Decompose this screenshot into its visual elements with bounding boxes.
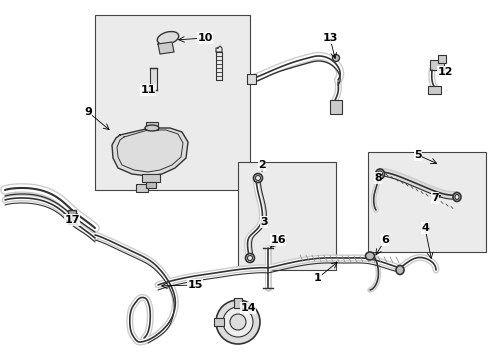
Ellipse shape <box>145 125 159 131</box>
Text: 4: 4 <box>420 223 428 233</box>
Polygon shape <box>112 128 187 176</box>
Text: 13: 13 <box>322 33 337 43</box>
Text: 2: 2 <box>258 160 265 170</box>
Text: 12: 12 <box>436 67 452 77</box>
Bar <box>329 100 341 114</box>
Text: 9: 9 <box>84 107 92 117</box>
Ellipse shape <box>452 193 460 202</box>
Bar <box>142 174 160 182</box>
Ellipse shape <box>247 256 252 261</box>
Circle shape <box>229 314 245 330</box>
Text: 17: 17 <box>64 215 80 225</box>
Bar <box>146 122 158 130</box>
Text: 8: 8 <box>373 173 381 183</box>
Bar <box>246 74 256 84</box>
Bar <box>150 68 157 90</box>
Bar <box>234 298 242 308</box>
Bar <box>367 152 485 252</box>
Bar <box>214 318 224 326</box>
Text: 5: 5 <box>413 150 421 160</box>
Text: 1: 1 <box>313 273 321 283</box>
Ellipse shape <box>365 252 374 260</box>
Text: 11: 11 <box>140 85 156 95</box>
Ellipse shape <box>253 174 262 183</box>
Bar <box>238 162 335 270</box>
Ellipse shape <box>255 176 260 180</box>
Ellipse shape <box>157 32 179 44</box>
Ellipse shape <box>395 266 403 274</box>
Text: 16: 16 <box>270 235 285 245</box>
Text: 15: 15 <box>187 280 202 290</box>
Ellipse shape <box>375 169 384 179</box>
Ellipse shape <box>454 194 458 199</box>
Bar <box>146 182 156 188</box>
Text: 14: 14 <box>240 303 255 313</box>
Text: 10: 10 <box>197 33 212 43</box>
Ellipse shape <box>245 253 254 262</box>
Polygon shape <box>158 42 174 54</box>
Bar <box>136 184 148 192</box>
Ellipse shape <box>377 171 382 177</box>
Bar <box>427 86 440 94</box>
Circle shape <box>216 300 260 344</box>
Bar <box>68 210 76 224</box>
Text: 3: 3 <box>260 217 267 227</box>
Bar <box>95 15 249 190</box>
Bar <box>437 55 445 63</box>
Text: 6: 6 <box>380 235 388 245</box>
Bar <box>429 60 443 70</box>
Circle shape <box>223 307 252 337</box>
Text: 7: 7 <box>430 193 438 203</box>
Ellipse shape <box>332 54 339 62</box>
